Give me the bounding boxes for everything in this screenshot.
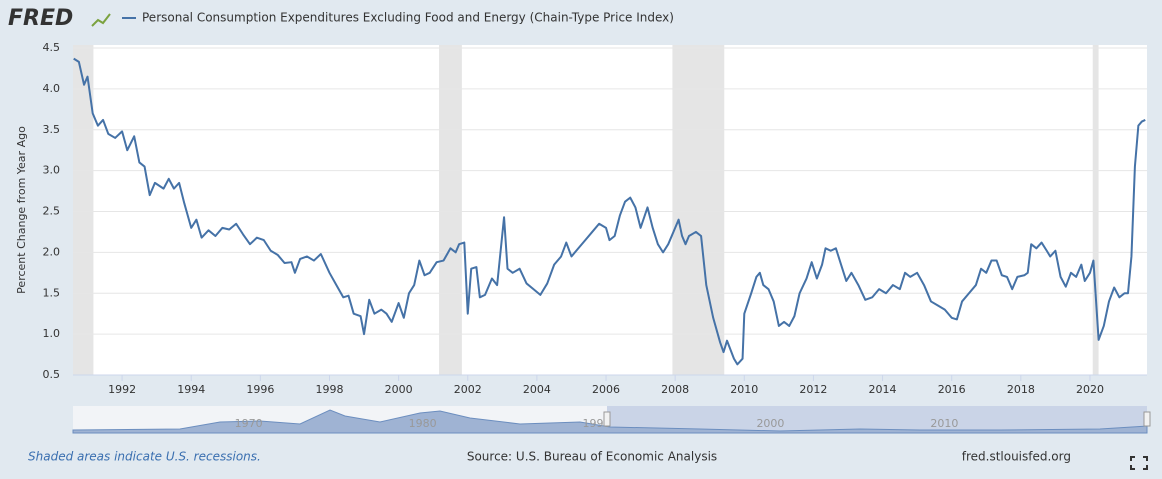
x-tick-label: 1994 bbox=[177, 383, 205, 396]
plot-area bbox=[73, 45, 1147, 375]
navigator-tick-label: 2000 bbox=[756, 417, 784, 430]
y-tick-label: 3.5 bbox=[43, 123, 61, 136]
y-tick-label: 2.0 bbox=[43, 245, 61, 258]
recession-note: Shaded areas indicate U.S. recessions. bbox=[28, 450, 261, 464]
navigator-area bbox=[72, 409, 1148, 434]
y-tick-label: 1.5 bbox=[43, 286, 61, 299]
y-tick-label: 0.5 bbox=[43, 368, 61, 381]
recession-band bbox=[439, 45, 462, 375]
x-tick-label: 1992 bbox=[108, 383, 136, 396]
x-tick-label: 2012 bbox=[799, 383, 827, 396]
x-tick-label: 2008 bbox=[661, 383, 689, 396]
x-tick-label: 2004 bbox=[523, 383, 551, 396]
navigator: 1970 1980 1990 2000 2010 bbox=[72, 406, 1151, 434]
y-tick-label: 4.0 bbox=[43, 82, 61, 95]
navigator-tick-label: 2010 bbox=[930, 417, 958, 430]
x-tick-label: 2016 bbox=[938, 383, 966, 396]
navigator-tick-label: 1970 bbox=[235, 417, 263, 430]
source: Source: U.S. Bureau of Economic Analysis bbox=[467, 450, 717, 464]
y-tick-label: 3.0 bbox=[43, 164, 61, 177]
x-tick-label: 2020 bbox=[1076, 383, 1104, 396]
recession-band bbox=[672, 45, 725, 375]
x-tick-label: 2006 bbox=[592, 383, 620, 396]
x-tick-label: 1998 bbox=[315, 383, 343, 396]
recession-band bbox=[73, 45, 94, 375]
fullscreen-button[interactable] bbox=[1130, 456, 1148, 470]
logo-icon bbox=[91, 13, 111, 27]
navigator-handle[interactable] bbox=[603, 411, 611, 427]
logo: FRED bbox=[8, 6, 73, 31]
y-axis-label: Percent Change from Year Ago bbox=[15, 126, 28, 294]
recession-band bbox=[1092, 45, 1099, 375]
y-tick-label: 1.0 bbox=[43, 327, 61, 340]
series-line bbox=[73, 57, 1146, 366]
navigator-handle[interactable] bbox=[1143, 411, 1151, 427]
navigator-tick-label: 1980 bbox=[409, 417, 437, 430]
x-tick-label: 2014 bbox=[869, 383, 897, 396]
x-tick-label: 2010 bbox=[730, 383, 758, 396]
x-tick-label: 2000 bbox=[385, 383, 413, 396]
site: fred.stlouisfed.org bbox=[962, 450, 1071, 464]
x-tick-label: 2018 bbox=[1007, 383, 1035, 396]
legend-label: Personal Consumption Expenditures Exclud… bbox=[142, 11, 674, 25]
x-tick-label: 2002 bbox=[454, 383, 482, 396]
x-tick-label: 1996 bbox=[246, 383, 274, 396]
y-tick-label: 2.5 bbox=[43, 205, 61, 218]
y-tick-label: 4.5 bbox=[43, 41, 61, 54]
